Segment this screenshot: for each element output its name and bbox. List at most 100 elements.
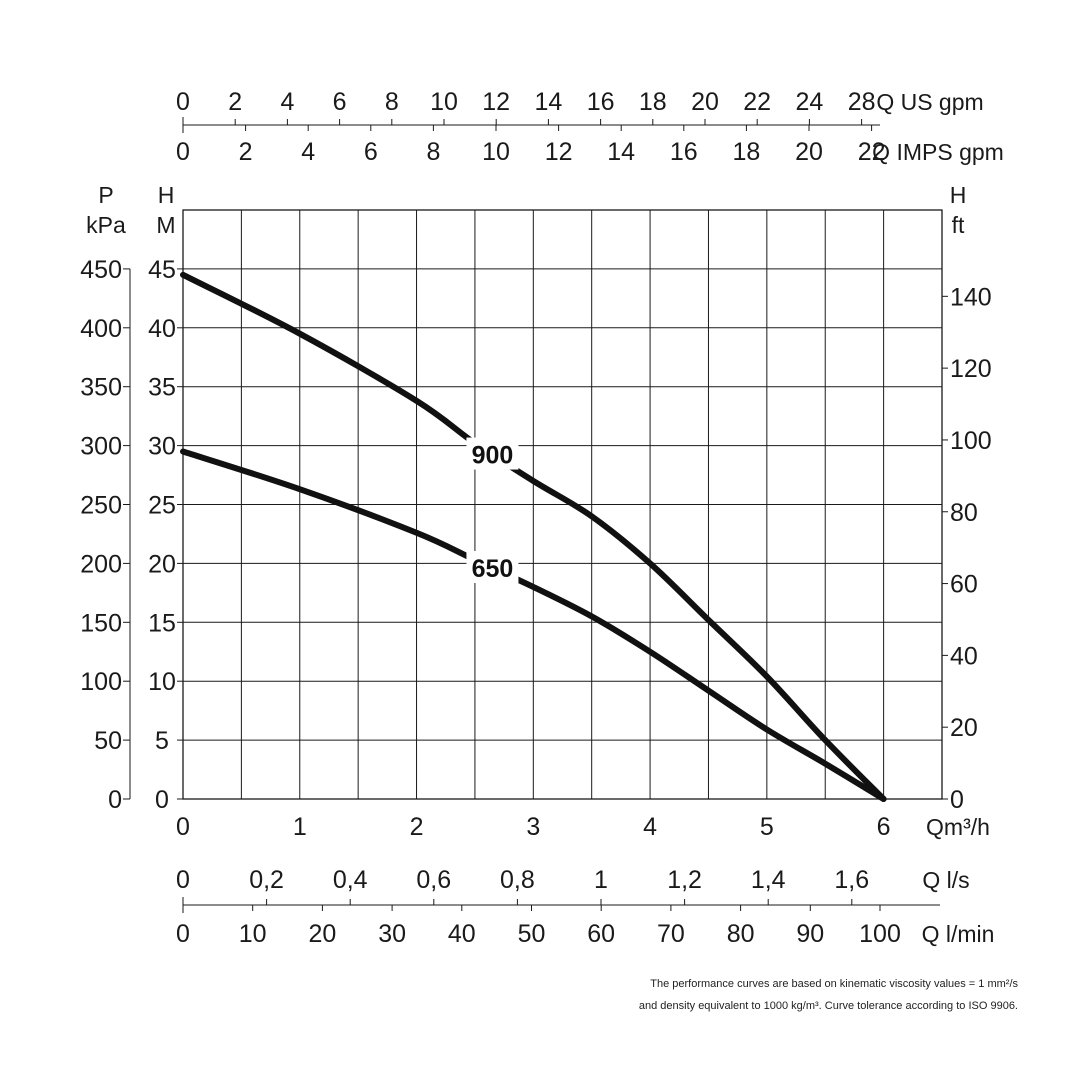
chart-axes	[123, 117, 948, 913]
pressure-tick-label: 300	[80, 433, 122, 461]
us-gpm-tick-label: 6	[333, 88, 347, 116]
pressure-tick-label: 100	[80, 668, 122, 696]
lmin-axis-label: Q l/min	[922, 921, 995, 947]
ls-tick-label: 0	[176, 866, 190, 894]
lmin-tick-label: 40	[448, 920, 476, 948]
head-m-tick-label: 35	[148, 374, 176, 402]
lmin-tick-label: 100	[859, 920, 901, 948]
ls-tick-label: 1,2	[667, 866, 702, 894]
x-tick-label: 0	[176, 813, 190, 841]
pressure-tick-label: 50	[94, 727, 122, 755]
footnote-line-1: The performance curves are based on kine…	[650, 978, 1018, 990]
axis-labels: 0 1 2 3 4 5 6 Qm³/h051015202530354045HM05010015…	[80, 88, 1004, 948]
lmin-tick-label: 50	[518, 920, 546, 948]
x-tick-label: 1	[293, 813, 307, 841]
feet-tick-label: 40	[950, 642, 978, 670]
imps-gpm-tick-label: 16	[670, 138, 698, 166]
feet-tick-label: 80	[950, 499, 978, 527]
ls-tick-label: 1,4	[751, 866, 786, 894]
imps-gpm-tick-label: 20	[795, 138, 823, 166]
footnote: The performance curves are based on kine…	[558, 973, 1018, 1017]
curve-650	[180, 448, 887, 802]
us-gpm-tick-label: 22	[743, 88, 771, 116]
imps-gpm-tick-label: 2	[239, 138, 253, 166]
imps-gpm-tick-label: 10	[482, 138, 510, 166]
imps-gpm-tick-label: 18	[732, 138, 760, 166]
imps-gpm-tick-label: 22	[858, 138, 886, 166]
lmin-tick-label: 0	[176, 920, 190, 948]
us-gpm-tick-label: 28	[848, 88, 876, 116]
feet-axis-title: H	[950, 182, 967, 208]
lmin-tick-label: 10	[239, 920, 267, 948]
ls-tick-label: 0,6	[416, 866, 451, 894]
curve-900	[180, 271, 887, 802]
imps-gpm-tick-label: 6	[364, 138, 378, 166]
us-gpm-tick-label: 14	[534, 88, 562, 116]
head-m-tick-label: 0	[155, 786, 169, 814]
pressure-axis-unit: kPa	[86, 212, 126, 238]
feet-tick-label: 120	[950, 355, 992, 383]
pressure-tick-label: 150	[80, 609, 122, 637]
ls-tick-label: 1,6	[834, 866, 869, 894]
us-gpm-tick-label: 0	[176, 88, 190, 116]
pressure-tick-label: 0	[108, 786, 122, 814]
us-gpm-tick-label: 10	[430, 88, 458, 116]
imps-gpm-tick-label: 14	[607, 138, 635, 166]
feet-tick-label: 60	[950, 571, 978, 599]
ls-axis-label: Q l/s	[922, 867, 969, 893]
us-gpm-tick-label: 16	[587, 88, 615, 116]
ls-tick-label: 0,4	[333, 866, 368, 894]
us-gpm-tick-label: 24	[795, 88, 823, 116]
imps-gpm-tick-label: 8	[426, 138, 440, 166]
curve-label-background	[466, 437, 519, 470]
lmin-tick-label: 70	[657, 920, 685, 948]
feet-tick-label: 20	[950, 714, 978, 742]
us-gpm-tick-label: 20	[691, 88, 719, 116]
ls-tick-label: 0,8	[500, 866, 535, 894]
head-m-tick-label: 25	[148, 492, 176, 520]
pressure-tick-label: 400	[80, 315, 122, 343]
pressure-axis-title: P	[98, 182, 113, 208]
imps-gpm-axis-label: Q IMPS gpm	[872, 139, 1004, 165]
x-tick-label: 5	[760, 813, 774, 841]
us-gpm-axis-label: Q US gpm	[876, 89, 983, 115]
pressure-tick-label: 200	[80, 550, 122, 578]
us-gpm-tick-label: 8	[385, 88, 399, 116]
footnote-line-2: and density equivalent to 1000 kg/m³. Cu…	[638, 1000, 1018, 1012]
pressure-tick-label: 450	[80, 256, 122, 284]
lmin-tick-label: 20	[308, 920, 336, 948]
pressure-tick-label: 350	[80, 374, 122, 402]
ls-tick-label: 0,2	[249, 866, 284, 894]
lmin-tick-label: 60	[587, 920, 615, 948]
head-m-tick-label: 30	[148, 433, 176, 461]
pressure-tick-label: 250	[80, 492, 122, 520]
us-gpm-tick-label: 4	[280, 88, 294, 116]
curve-label-900: 900	[472, 442, 514, 470]
imps-gpm-tick-label: 12	[545, 138, 573, 166]
performance-curves: 900 650	[180, 271, 887, 802]
x-tick-label: 6	[877, 813, 891, 841]
imps-gpm-tick-label: 0	[176, 138, 190, 166]
x-axis-label: Qm³/h	[926, 814, 990, 840]
x-tick-label: 3	[526, 813, 540, 841]
lmin-tick-label: 90	[796, 920, 824, 948]
head-m-axis-unit: M	[156, 212, 175, 238]
head-m-tick-label: 40	[148, 315, 176, 343]
feet-tick-label: 140	[950, 283, 992, 311]
x-tick-label: 2	[410, 813, 424, 841]
head-m-tick-label: 45	[148, 256, 176, 284]
feet-tick-label: 0	[950, 786, 964, 814]
head-m-axis-title: H	[158, 182, 175, 208]
us-gpm-tick-label: 12	[482, 88, 510, 116]
head-m-tick-label: 10	[148, 668, 176, 696]
lmin-tick-label: 30	[378, 920, 406, 948]
curve-label-background	[466, 550, 519, 583]
lmin-tick-label: 80	[727, 920, 755, 948]
head-m-tick-label: 20	[148, 550, 176, 578]
x-tick-label: 4	[643, 813, 657, 841]
curve-label-650: 650	[472, 555, 514, 583]
imps-gpm-tick-label: 4	[301, 138, 315, 166]
chart-grid	[182, 209, 943, 800]
feet-axis-unit: ft	[952, 212, 965, 238]
